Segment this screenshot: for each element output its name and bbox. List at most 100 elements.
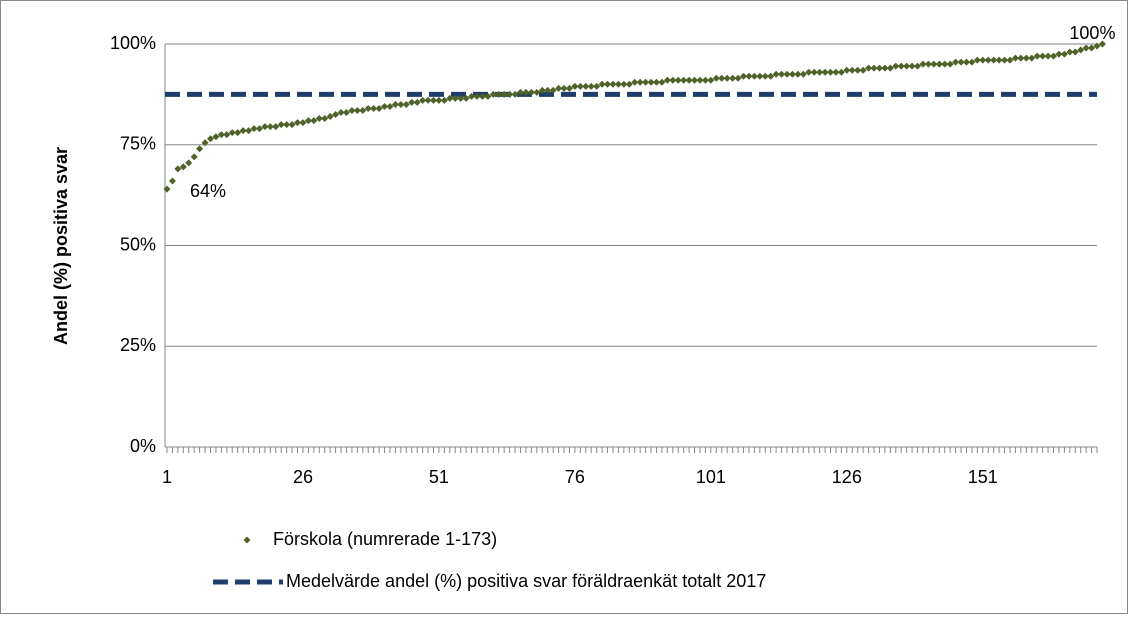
data-point [1055, 50, 1063, 58]
data-point [538, 86, 546, 94]
data-point [875, 64, 883, 72]
data-point [886, 64, 894, 72]
x-tick-label: 1 [162, 467, 172, 487]
data-point [1082, 44, 1090, 52]
data-point [658, 78, 666, 86]
data-point [315, 115, 323, 123]
data-point [288, 121, 296, 129]
data-point [207, 135, 215, 143]
data-point [174, 165, 182, 173]
data-point [957, 58, 965, 66]
data-point [609, 80, 617, 88]
data-point [332, 111, 340, 119]
data-point [429, 96, 437, 104]
data-point [468, 92, 476, 100]
data-point [386, 102, 394, 110]
data-point [631, 78, 639, 86]
data-point [402, 100, 410, 108]
data-point [1044, 52, 1052, 60]
data-point [685, 76, 693, 84]
data-label: 100% [1069, 23, 1115, 43]
data-point [696, 76, 704, 84]
data-point [691, 76, 699, 84]
data-point [435, 96, 443, 104]
data-point [370, 104, 378, 112]
data-point [734, 74, 742, 82]
data-point [565, 84, 573, 92]
data-point [816, 68, 824, 76]
data-point [995, 56, 1003, 64]
data-point [261, 123, 269, 131]
data-point [1033, 52, 1041, 60]
data-point [1011, 54, 1019, 62]
x-tick-label: 26 [293, 467, 313, 487]
data-point [604, 80, 612, 88]
data-point [266, 123, 274, 131]
data-point [1066, 48, 1074, 56]
data-point [669, 76, 677, 84]
data-point [973, 56, 981, 64]
data-point [391, 100, 399, 108]
data-point [1093, 42, 1101, 50]
data-point [647, 78, 655, 86]
data-point [457, 94, 465, 102]
data-point [234, 129, 242, 137]
data-point [810, 68, 818, 76]
data-point [843, 66, 851, 74]
data-point [1001, 56, 1009, 64]
data-point [761, 72, 769, 80]
y-tick-label: 100% [110, 33, 156, 53]
data-point [549, 86, 557, 94]
data-point [767, 72, 775, 80]
data-point [1060, 50, 1068, 58]
data-point [984, 56, 992, 64]
data-point [1039, 52, 1047, 60]
data-point [239, 127, 247, 135]
data-point [310, 117, 318, 125]
data-point [854, 66, 862, 74]
x-tick-label: 51 [429, 467, 449, 487]
data-point [718, 74, 726, 82]
data-point [304, 117, 312, 125]
data-point [680, 76, 688, 84]
data-point [582, 82, 590, 90]
data-point [533, 88, 541, 96]
y-tick-label: 75% [120, 134, 156, 154]
data-point [413, 98, 421, 106]
data-point [979, 56, 987, 64]
data-point [348, 106, 356, 114]
data-point [228, 129, 236, 137]
data-point [778, 70, 786, 78]
data-point [294, 119, 302, 127]
data-point [1028, 54, 1036, 62]
data-point [908, 62, 916, 70]
data-point [729, 74, 737, 82]
data-point [614, 80, 622, 88]
data-point [865, 64, 873, 72]
data-point [375, 104, 383, 112]
data-point [952, 58, 960, 66]
data-point [832, 68, 840, 76]
data-point [408, 98, 416, 106]
data-point [881, 64, 889, 72]
data-point [848, 66, 856, 74]
x-tick-label: 151 [968, 467, 998, 487]
data-point [571, 82, 579, 90]
data-point [799, 70, 807, 78]
data-point [701, 76, 709, 84]
data-point [919, 60, 927, 68]
data-point [903, 62, 911, 70]
data-point [946, 60, 954, 68]
data-point [941, 60, 949, 68]
data-point [870, 64, 878, 72]
data-point [555, 84, 563, 92]
data-point [935, 60, 943, 68]
data-point [217, 131, 225, 139]
data-point [397, 100, 405, 108]
data-point [750, 72, 758, 80]
data-point [1077, 46, 1085, 54]
data-point [337, 109, 345, 117]
data-point [794, 70, 802, 78]
